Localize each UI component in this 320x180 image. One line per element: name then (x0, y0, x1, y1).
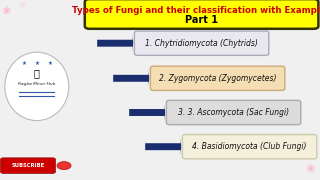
FancyBboxPatch shape (166, 100, 301, 125)
Text: ❀: ❀ (2, 6, 11, 16)
Text: Types of Fungi and their classification with Examples: Types of Fungi and their classification … (72, 6, 320, 15)
Text: 3. 3. Ascomycota (Sac Fungi): 3. 3. Ascomycota (Sac Fungi) (178, 108, 289, 117)
Text: ★: ★ (47, 60, 52, 66)
Text: SUBSCRIBE: SUBSCRIBE (12, 163, 45, 168)
Ellipse shape (5, 52, 69, 121)
Text: ★: ★ (21, 60, 27, 66)
Circle shape (57, 162, 71, 170)
Text: ❀: ❀ (306, 164, 315, 174)
FancyBboxPatch shape (182, 135, 317, 159)
FancyBboxPatch shape (85, 0, 318, 29)
Text: Ragba Minor Hub: Ragba Minor Hub (18, 82, 55, 86)
Text: 🎓: 🎓 (34, 68, 40, 78)
Text: ★: ★ (34, 60, 39, 66)
Text: Part 1: Part 1 (185, 15, 218, 25)
Text: 1. Chytridiomycota (Chytrids): 1. Chytridiomycota (Chytrids) (145, 39, 258, 48)
Text: 4. Basidiomycota (Club Fungi): 4. Basidiomycota (Club Fungi) (192, 142, 307, 151)
Text: 2. Zygomycota (Zygomycetes): 2. Zygomycota (Zygomycetes) (159, 74, 276, 83)
Text: ❁: ❁ (19, 1, 26, 10)
FancyBboxPatch shape (150, 66, 285, 91)
FancyBboxPatch shape (134, 31, 269, 55)
FancyBboxPatch shape (1, 158, 55, 173)
